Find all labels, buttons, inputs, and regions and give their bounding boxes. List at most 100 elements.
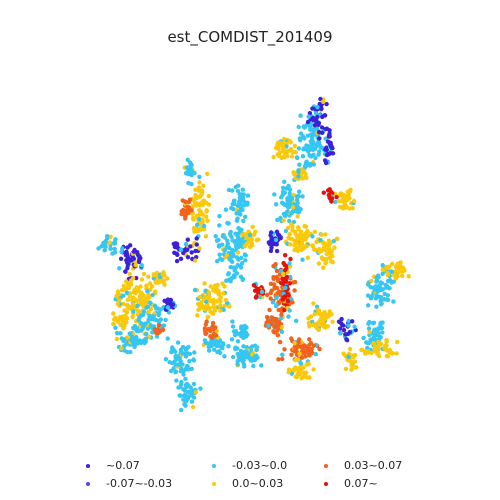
map-point [377,283,382,288]
map-point [314,304,320,309]
map-point [282,179,287,184]
map-point [183,199,188,205]
map-point [268,248,274,254]
map-point [268,281,274,286]
map-point [284,209,290,215]
map-point [181,372,186,377]
map-point [289,154,295,159]
map-point [119,249,124,255]
map-point [317,149,322,154]
map-point [336,319,342,324]
map-point [145,289,150,294]
map-point [230,202,235,207]
map-point [324,312,329,318]
map-point [287,261,292,266]
map-point [276,307,281,313]
map-point [249,241,255,246]
map-point [285,298,291,304]
map-point [387,347,393,353]
map-point [220,242,225,247]
map-point [243,214,248,219]
map-point [186,165,191,170]
map-point [346,318,351,324]
map-point [280,356,285,362]
map-point [376,331,381,336]
map-point [320,256,325,262]
map-point [233,265,238,271]
map-point [308,122,314,127]
legend-label: 0.0~0.03 [232,477,284,490]
map-point [397,269,403,274]
map-point [278,236,283,241]
map-point [307,324,312,329]
map-point [163,357,169,362]
map-point [241,218,246,224]
map-point [197,208,202,213]
map-point [242,364,247,369]
map-point [281,260,286,266]
map-point [291,170,296,175]
map-point [154,270,160,276]
map-point [125,266,130,271]
map-point [389,261,395,267]
map-point [193,390,199,395]
map-point [281,271,286,276]
map-point [115,301,121,307]
map-point [190,404,196,410]
map-point [313,324,318,329]
map-point [214,339,219,344]
map-point [301,124,306,129]
map-point [207,294,212,299]
map-point [334,194,339,200]
map-point [213,234,218,239]
map-point [400,273,405,278]
map-point [296,193,301,199]
map-point [253,354,258,359]
map-point [391,299,396,304]
map-point [247,232,253,238]
map-point [268,290,273,296]
map-point [315,307,321,313]
map-point [239,192,244,197]
map-point [290,149,295,155]
map-point [200,212,205,217]
map-point [346,323,351,328]
map-point [158,279,163,284]
map-point [366,326,372,331]
legend-item: 0.0~0.03 [212,477,283,490]
map-point [269,235,274,240]
map-point [114,336,120,342]
map-point [394,351,399,356]
map-point [238,264,243,269]
map-point [294,197,300,203]
map-point [275,333,281,338]
map-point [193,258,198,263]
map-point [274,229,280,234]
map-point [249,352,255,357]
map-point [133,262,138,268]
map-point [292,288,297,293]
map-point [191,357,196,362]
map-point [217,214,222,219]
map-point [281,218,286,223]
map-point [310,115,316,121]
map-point [188,244,193,249]
map-point [145,304,150,309]
map-point [285,203,290,208]
map-point [382,297,387,302]
map-point [348,187,353,193]
map-point [300,176,305,181]
map-point [352,359,358,364]
map-point [206,348,212,353]
map-point [221,291,226,296]
map-point [153,289,158,294]
map-point [306,114,311,119]
map-point [156,312,161,318]
map-point [310,234,315,239]
map-point [243,258,248,263]
map-point [171,366,176,371]
map-point [189,366,194,371]
map-point [305,133,311,138]
map-point [104,234,110,239]
map-point [288,274,293,280]
